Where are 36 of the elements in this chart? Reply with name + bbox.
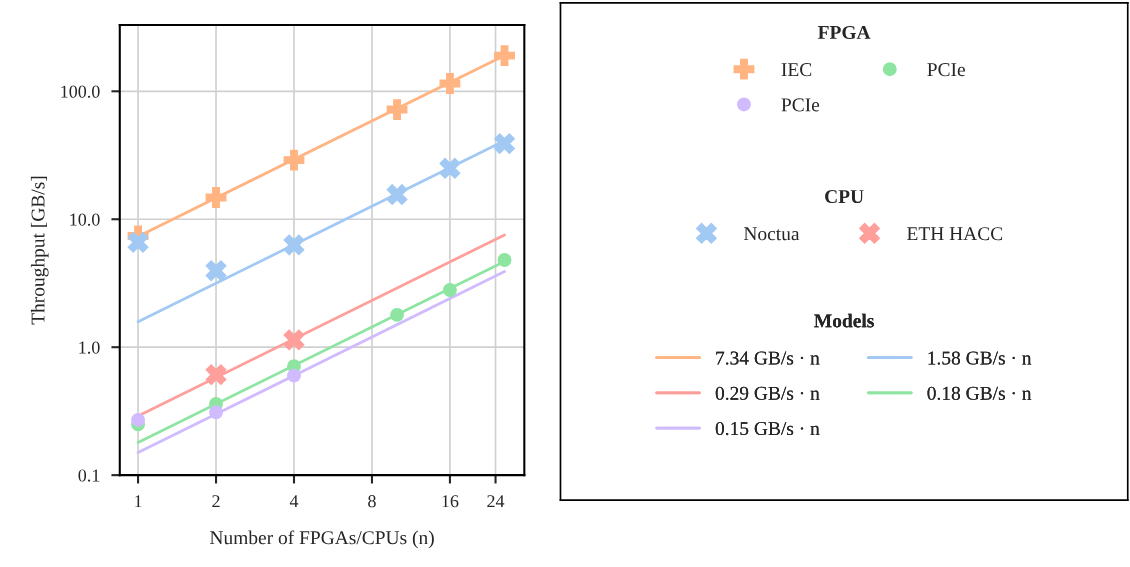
y-axis-title: Throughput [GB/s] (30, 176, 49, 325)
point (283, 149, 305, 171)
x-axis-title: Number of FPGAs/CPUs (n) (209, 530, 434, 549)
y-tick-label: 0.1 (78, 469, 100, 482)
point (131, 413, 146, 427)
x-tick-label: 4 (289, 495, 299, 508)
legend-label: IEC (781, 63, 812, 77)
legend-label: 7.34 GB/s · n (716, 351, 820, 365)
legend-label: PCIe (781, 98, 820, 112)
text: FPGA (817, 25, 871, 39)
y-tick-label: 100.0 (61, 85, 100, 98)
point (205, 260, 227, 282)
x-tick-label: 24 (487, 495, 505, 508)
point (287, 368, 301, 383)
point (205, 187, 227, 208)
point (127, 231, 149, 253)
legend-label: Noctua (743, 227, 800, 241)
point (283, 234, 305, 256)
y-tick-label: 10.0 (70, 213, 100, 226)
legend-label: 0.15 GB/s · n (715, 421, 820, 436)
x-tick-label: 1 (135, 495, 142, 508)
point (439, 157, 461, 179)
point (439, 73, 461, 94)
text: CPU (825, 190, 864, 204)
x-tick-label: 2 (212, 495, 220, 508)
legend-label: PCIe (927, 63, 965, 77)
y-tick-label: 1.0 (79, 341, 100, 354)
legend-label: 1.58 GB/s · n (928, 351, 1032, 365)
legend-label: ETH HACC (907, 227, 1003, 241)
point (209, 405, 223, 420)
point (442, 283, 457, 297)
x-tick-label: 8 (368, 495, 376, 508)
legend-label: 0.18 GB/s · n (927, 386, 1032, 400)
x-tick-label: 16 (442, 495, 459, 508)
text: Models (814, 313, 874, 328)
legend-label: 0.29 GB/s · n (715, 386, 820, 400)
